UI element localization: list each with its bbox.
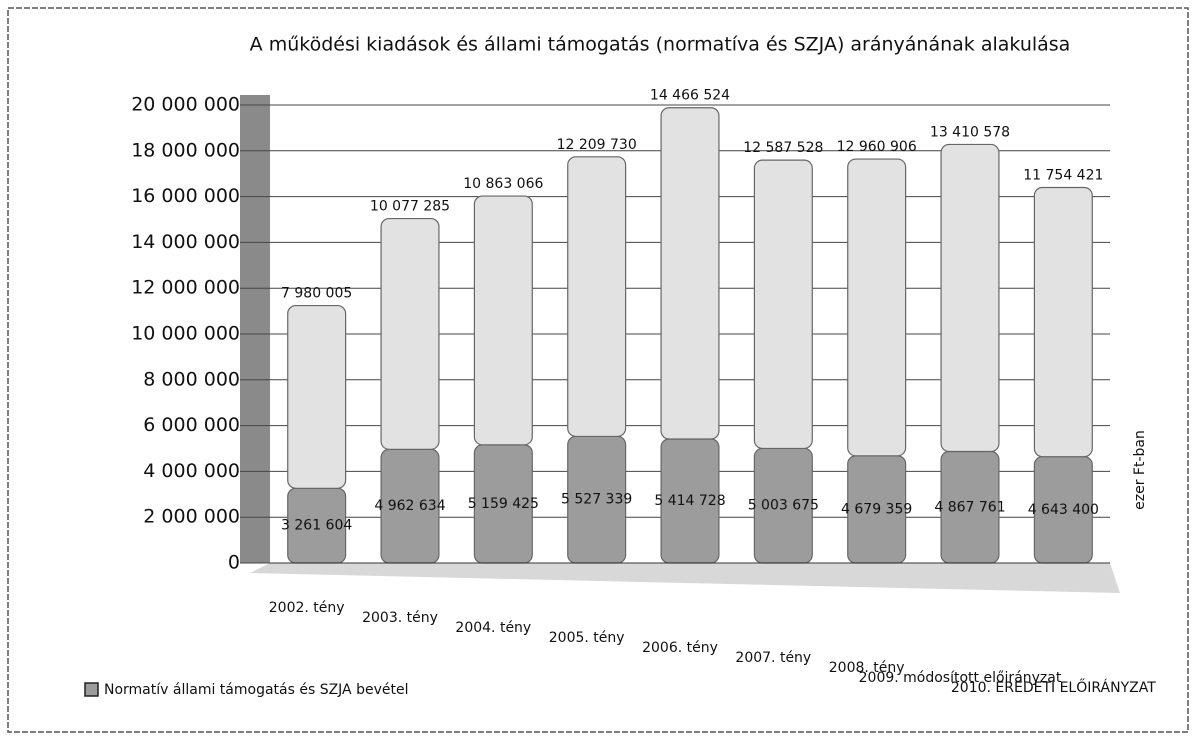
y-tick-label: 4 000 000	[143, 460, 240, 482]
bar-segment	[753, 159, 813, 450]
x-tick-label: 2009. módosított előirányzat	[859, 670, 1062, 686]
data-label: 5 414 728	[654, 493, 725, 509]
x-tick-label: 2010. EREDETI ELŐIRÁNYZAT	[951, 678, 1156, 696]
y-tick-label: 14 000 000	[131, 231, 240, 253]
y-tick-label: 8 000 000	[143, 368, 240, 390]
legend-swatch	[84, 682, 99, 697]
data-label: 4 643 400	[1028, 502, 1099, 518]
y-axis-title: ezer Ft-ban	[1132, 430, 1148, 510]
bar-segment	[380, 217, 440, 450]
legend-label: Normatív állami támogatás és SZJA bevéte…	[104, 682, 408, 698]
bar-segment	[473, 195, 533, 446]
y-tick-label: 10 000 000	[131, 323, 240, 345]
data-label: 3 261 604	[281, 518, 352, 534]
x-tick-label: 2006. tény	[642, 640, 718, 656]
data-label: 11 754 421	[1023, 167, 1103, 183]
x-tick-label: 2004. tény	[455, 620, 531, 636]
x-tick-label: 2007. tény	[735, 650, 811, 666]
y-tick-label: 6 000 000	[143, 414, 240, 436]
data-label: 4 867 761	[934, 499, 1005, 515]
bar-segment	[567, 156, 627, 438]
data-label: 5 003 675	[748, 498, 819, 514]
x-tick-label: 2002. tény	[269, 600, 345, 616]
data-label: 13 410 578	[930, 124, 1010, 140]
bar-segment	[847, 158, 907, 457]
chart-title: A működési kiadások és állami támogatás …	[250, 34, 1071, 56]
data-label: 12 587 528	[743, 140, 823, 156]
x-tick-label: 2005. tény	[549, 630, 625, 646]
data-label: 4 679 359	[841, 501, 912, 517]
back-wall	[240, 95, 270, 563]
bar-segment	[287, 304, 347, 489]
data-label: 10 077 285	[370, 199, 450, 215]
y-tick-label: 0	[228, 552, 240, 574]
y-tick-label: 18 000 000	[131, 139, 240, 161]
bar-segment	[1033, 186, 1093, 458]
data-label: 14 466 524	[650, 88, 730, 104]
y-tick-label: 2 000 000	[143, 506, 240, 528]
data-label: 5 527 339	[561, 492, 632, 508]
data-label: 12 209 730	[557, 137, 637, 153]
y-tick-label: 20 000 000	[131, 94, 240, 116]
data-label: 10 863 066	[463, 176, 543, 192]
bar-segment	[940, 143, 1000, 453]
y-tick-label: 16 000 000	[131, 185, 240, 207]
data-label: 7 980 005	[281, 286, 352, 302]
y-tick-label: 12 000 000	[131, 277, 240, 299]
frame	[7, 7, 1189, 733]
data-label: 4 962 634	[374, 498, 445, 514]
x-tick-label: 2003. tény	[362, 610, 438, 626]
data-label: 12 960 906	[837, 139, 917, 155]
bar-segment	[660, 107, 720, 440]
data-label: 5 159 425	[468, 496, 539, 512]
floor	[250, 563, 1120, 593]
x-tick-label: 2008. tény	[829, 660, 905, 676]
